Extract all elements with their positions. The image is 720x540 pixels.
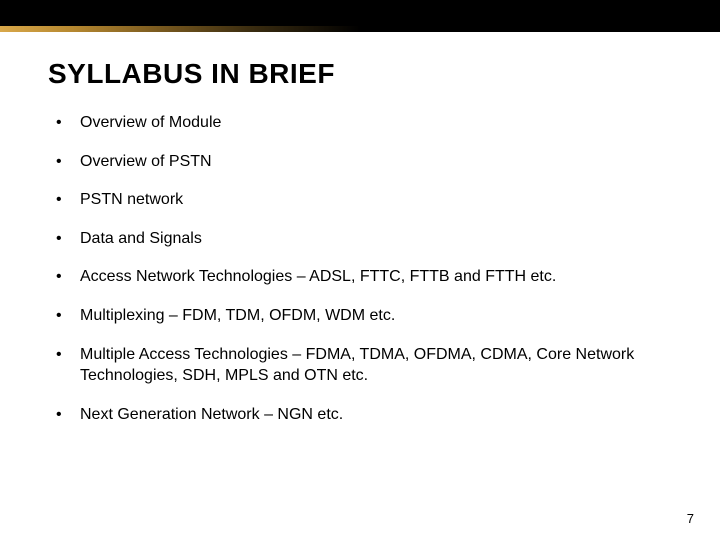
bullet-list: Overview of Module Overview of PSTN PSTN… [48, 112, 672, 425]
list-item: Access Network Technologies – ADSL, FTTC… [48, 266, 672, 288]
list-item: Overview of Module [48, 112, 672, 134]
slide-title: SYLLABUS IN BRIEF [48, 58, 672, 90]
list-item: PSTN network [48, 189, 672, 211]
list-item: Data and Signals [48, 228, 672, 250]
page-number: 7 [687, 511, 694, 526]
slide-content: SYLLABUS IN BRIEF Overview of Module Ove… [0, 30, 720, 540]
accent-gradient-bar [0, 26, 720, 32]
list-item: Multiplexing – FDM, TDM, OFDM, WDM etc. [48, 305, 672, 327]
list-item: Multiple Access Technologies – FDMA, TDM… [48, 344, 672, 387]
list-item: Overview of PSTN [48, 151, 672, 173]
list-item: Next Generation Network – NGN etc. [48, 404, 672, 426]
